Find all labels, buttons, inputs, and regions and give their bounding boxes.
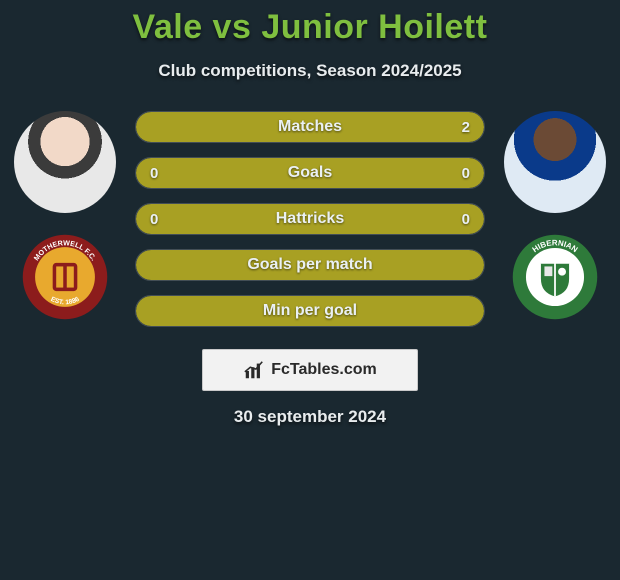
stat-bar: 2 Matches (135, 111, 485, 143)
stat-bar: 0 0 Goals (135, 157, 485, 189)
left-column: MOTHERWELL F.C. EST. 1886 (13, 111, 117, 321)
right-column: HIBERNIAN EDINBURGH (503, 111, 607, 321)
stat-label: Goals per match (247, 256, 372, 274)
main-row: MOTHERWELL F.C. EST. 1886 2 Matches 0 0 Goal… (0, 111, 620, 327)
chart-icon (243, 359, 265, 381)
stat-value-right: 0 (462, 204, 470, 234)
player-photo-right (504, 111, 606, 213)
stat-label: Goals (288, 164, 332, 182)
stat-value-right: 0 (462, 158, 470, 188)
stat-bars: 2 Matches 0 0 Goals 0 0 Hattricks Goals per matc… (135, 111, 485, 327)
stat-label: Matches (278, 118, 342, 136)
stat-label: Hattricks (276, 210, 344, 228)
comparison-card: Vale vs Junior Hoilett Club competitions… (0, 0, 620, 427)
subtitle: Club competitions, Season 2024/2025 (0, 61, 620, 81)
date-text: 30 september 2024 (0, 407, 620, 427)
club-badge-right: HIBERNIAN EDINBURGH (511, 233, 599, 321)
stat-value-right: 2 (462, 112, 470, 142)
stat-value-left: 0 (150, 204, 158, 234)
fctables-logo: FcTables.com (202, 349, 418, 391)
stat-bar: 0 0 Hattricks (135, 203, 485, 235)
stat-bar: Min per goal (135, 295, 485, 327)
player-photo-left (14, 111, 116, 213)
stat-bar: Goals per match (135, 249, 485, 281)
logo-text: FcTables.com (271, 361, 377, 379)
stat-label: Min per goal (263, 302, 357, 320)
stat-value-left: 0 (150, 158, 158, 188)
page-title: Vale vs Junior Hoilett (0, 8, 620, 47)
club-badge-left: MOTHERWELL F.C. EST. 1886 (21, 233, 109, 321)
